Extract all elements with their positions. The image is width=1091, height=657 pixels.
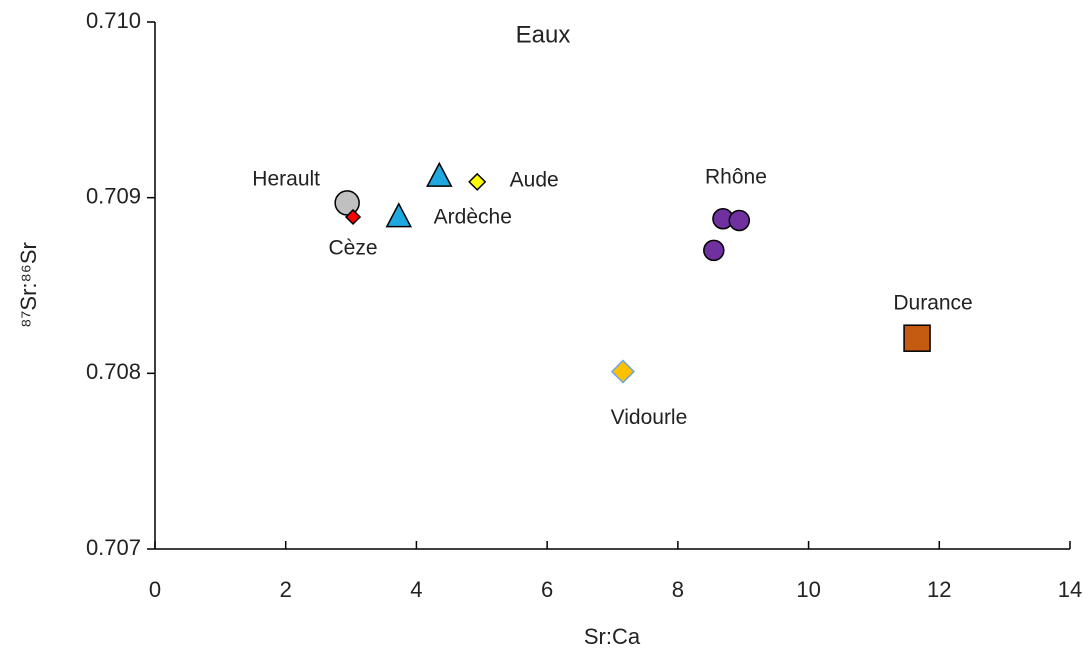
- x-tick-label: 12: [927, 577, 951, 602]
- chart-title: Eaux: [516, 21, 571, 48]
- point: [703, 239, 725, 262]
- point-label: Durance: [893, 292, 972, 315]
- point: [385, 202, 413, 228]
- x-tick-label: 8: [672, 577, 684, 602]
- x-tick-label: 14: [1058, 577, 1082, 602]
- y-tick-label: 0.708: [86, 359, 141, 384]
- point-label: Aude: [510, 168, 559, 191]
- x-tick-label: 4: [410, 577, 422, 602]
- point: [610, 359, 636, 384]
- point: [728, 209, 751, 232]
- y-tick-label: 0.710: [86, 8, 141, 33]
- point: [344, 208, 362, 226]
- x-axis-label: Sr:Ca: [584, 624, 641, 649]
- x-tick-label: 6: [541, 577, 553, 602]
- y-tick-label: 0.709: [86, 183, 141, 208]
- point-label: Vidourle: [611, 406, 688, 429]
- y-axis-label: ⁸⁷Sr:⁸⁶Sr: [16, 242, 41, 328]
- x-tick-label: 10: [796, 577, 820, 602]
- x-tick-label: 2: [280, 577, 292, 602]
- point: [426, 161, 453, 187]
- point: [334, 190, 360, 216]
- y-tick-label: 0.707: [86, 535, 141, 560]
- point: [903, 324, 931, 352]
- point: [468, 172, 487, 191]
- x-tick-label: 0: [149, 577, 161, 602]
- point-label: Rhône: [705, 165, 767, 188]
- point-label: Cèze: [329, 237, 378, 260]
- point-label: Herault: [252, 167, 320, 190]
- point-label: Ardèche: [434, 206, 512, 229]
